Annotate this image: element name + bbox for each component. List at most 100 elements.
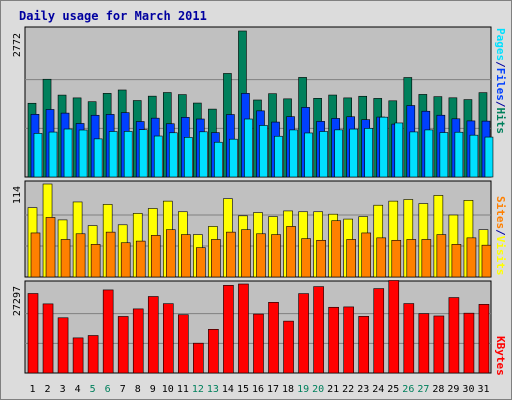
bar-pages-day-13: [214, 141, 223, 178]
bar-kbytes-day-22: [343, 306, 354, 374]
x-tick-label-30: 30: [462, 384, 474, 395]
bar-pages-day-12: [199, 131, 208, 178]
bar-sites-day-15: [241, 229, 251, 278]
bar-pages-day-11: [184, 137, 193, 178]
panel-hits: [24, 26, 494, 178]
x-tick-label-27: 27: [417, 384, 429, 395]
legend-hits-panel: Pages/Files/Hits: [494, 28, 507, 134]
bar-sites-day-11: [181, 234, 191, 278]
bar-kbytes-day-24: [373, 288, 385, 374]
bar-sites-day-25: [391, 239, 402, 278]
y-axis-max-labels: 2772 114 27297: [12, 33, 23, 316]
bar-sites-day-10: [165, 229, 176, 278]
bar-kbytes-day-8: [132, 308, 144, 374]
bar-pages-day-5: [93, 138, 103, 178]
bar-pages-day-26: [409, 131, 419, 178]
bar-pages-day-17: [274, 135, 283, 178]
legend-kbytes-panel-item-0: KBytes: [494, 336, 507, 376]
bar-pages-day-9: [153, 135, 163, 178]
bar-sites-day-24: [376, 237, 387, 278]
x-tick-label-6: 6: [105, 384, 111, 395]
bar-kbytes-day-12: [193, 342, 204, 374]
bar-pages-day-31: [484, 136, 494, 178]
bar-pages-day-10: [168, 132, 178, 178]
bar-kbytes-day-20: [313, 286, 324, 374]
bar-sites-day-13: [211, 239, 221, 278]
x-tick-label-22: 22: [342, 384, 354, 395]
bar-kbytes-day-15: [238, 283, 249, 374]
legend-hits-panel-item-3: /: [494, 101, 507, 108]
x-tick-label-26: 26: [402, 384, 414, 395]
x-tick-label-18: 18: [282, 384, 294, 395]
bar-kbytes-day-23: [358, 316, 370, 374]
bar-sites-day-28: [436, 234, 447, 278]
panel-visits: [24, 180, 492, 278]
bar-pages-day-1: [33, 133, 43, 178]
legend-visits-panel: Sites/Visits: [494, 196, 507, 276]
bar-kbytes-day-4: [72, 337, 84, 374]
bar-kbytes-day-14: [223, 285, 234, 374]
bar-pages-day-18: [289, 129, 298, 178]
legend-hits-panel-item-0: Pages: [494, 28, 507, 61]
legend-hits-panel-item-2: Files: [494, 68, 507, 101]
bar-sites-day-16: [256, 233, 266, 278]
x-tick-label-23: 23: [357, 384, 369, 395]
x-tick-label-29: 29: [447, 384, 459, 395]
series-pages: [33, 116, 494, 178]
x-tick-label-4: 4: [75, 384, 81, 395]
x-tick-label-8: 8: [135, 384, 141, 395]
bar-kbytes-day-10: [162, 303, 174, 374]
bar-kbytes-day-28: [433, 315, 445, 374]
bar-kbytes-day-9: [147, 296, 159, 374]
x-tick-label-5: 5: [90, 384, 96, 395]
bar-pages-day-3: [63, 128, 73, 178]
bar-sites-day-8: [135, 240, 146, 278]
bar-kbytes-day-3: [57, 317, 69, 374]
bar-sites-day-21: [331, 220, 341, 278]
bar-sites-day-5: [90, 244, 101, 278]
legend-visits-panel-item-2: Visits: [494, 236, 507, 276]
x-tick-label-21: 21: [327, 384, 339, 395]
bar-pages-day-21: [334, 129, 343, 178]
series-sites: [30, 217, 492, 278]
x-tick-label-15: 15: [237, 384, 249, 395]
x-tick-label-7: 7: [120, 384, 126, 395]
bar-kbytes-day-26: [403, 303, 415, 374]
chart-panels: [24, 26, 494, 374]
bar-sites-day-17: [271, 234, 281, 278]
x-axis-tick-labels: 1 2 3 4 5 6 7 8 9 10 11 12 13 14 15 16 17 18 19 20 21 22 23 24 2…: [30, 384, 490, 395]
bar-pages-day-7: [123, 131, 133, 178]
x-tick-label-16: 16: [252, 384, 264, 395]
x-tick-label-19: 19: [297, 384, 309, 395]
bar-pages-day-4: [78, 129, 88, 178]
bar-kbytes-day-5: [87, 335, 99, 374]
bar-sites-day-14: [226, 231, 236, 278]
bar-pages-day-16: [259, 125, 268, 178]
x-tick-label-10: 10: [162, 384, 174, 395]
x-tick-label-3: 3: [60, 384, 66, 395]
bar-sites-day-22: [346, 239, 356, 278]
bar-pages-day-14: [229, 138, 238, 178]
bar-sites-day-9: [150, 235, 161, 278]
y-max-label-hits: 2772: [12, 33, 23, 57]
bar-pages-day-19: [304, 132, 313, 178]
legend-hits-panel-item-4: Hits: [494, 108, 507, 135]
chart-title: Daily usage for March 2011: [19, 9, 207, 23]
legend-visits-panel-item-0: Sites: [494, 196, 507, 229]
bar-sites-day-31: [481, 244, 492, 278]
bar-kbytes-day-25: [388, 280, 400, 374]
series-kbytes: [27, 280, 490, 374]
bar-pages-day-23: [364, 128, 374, 178]
bar-kbytes-day-30: [463, 312, 475, 374]
y-max-label-visits: 114: [12, 186, 23, 204]
x-tick-label-28: 28: [432, 384, 444, 395]
bar-sites-day-12: [196, 247, 206, 278]
x-tick-label-9: 9: [150, 384, 156, 395]
legend-visits-panel-item-1: /: [494, 229, 507, 236]
x-tick-label-17: 17: [267, 384, 279, 395]
bar-sites-day-27: [421, 239, 432, 278]
bar-kbytes-day-19: [298, 293, 309, 374]
panel-kbytes: [24, 280, 492, 374]
x-tick-label-20: 20: [312, 384, 324, 395]
y-max-label-kbytes: 27297: [12, 286, 23, 316]
